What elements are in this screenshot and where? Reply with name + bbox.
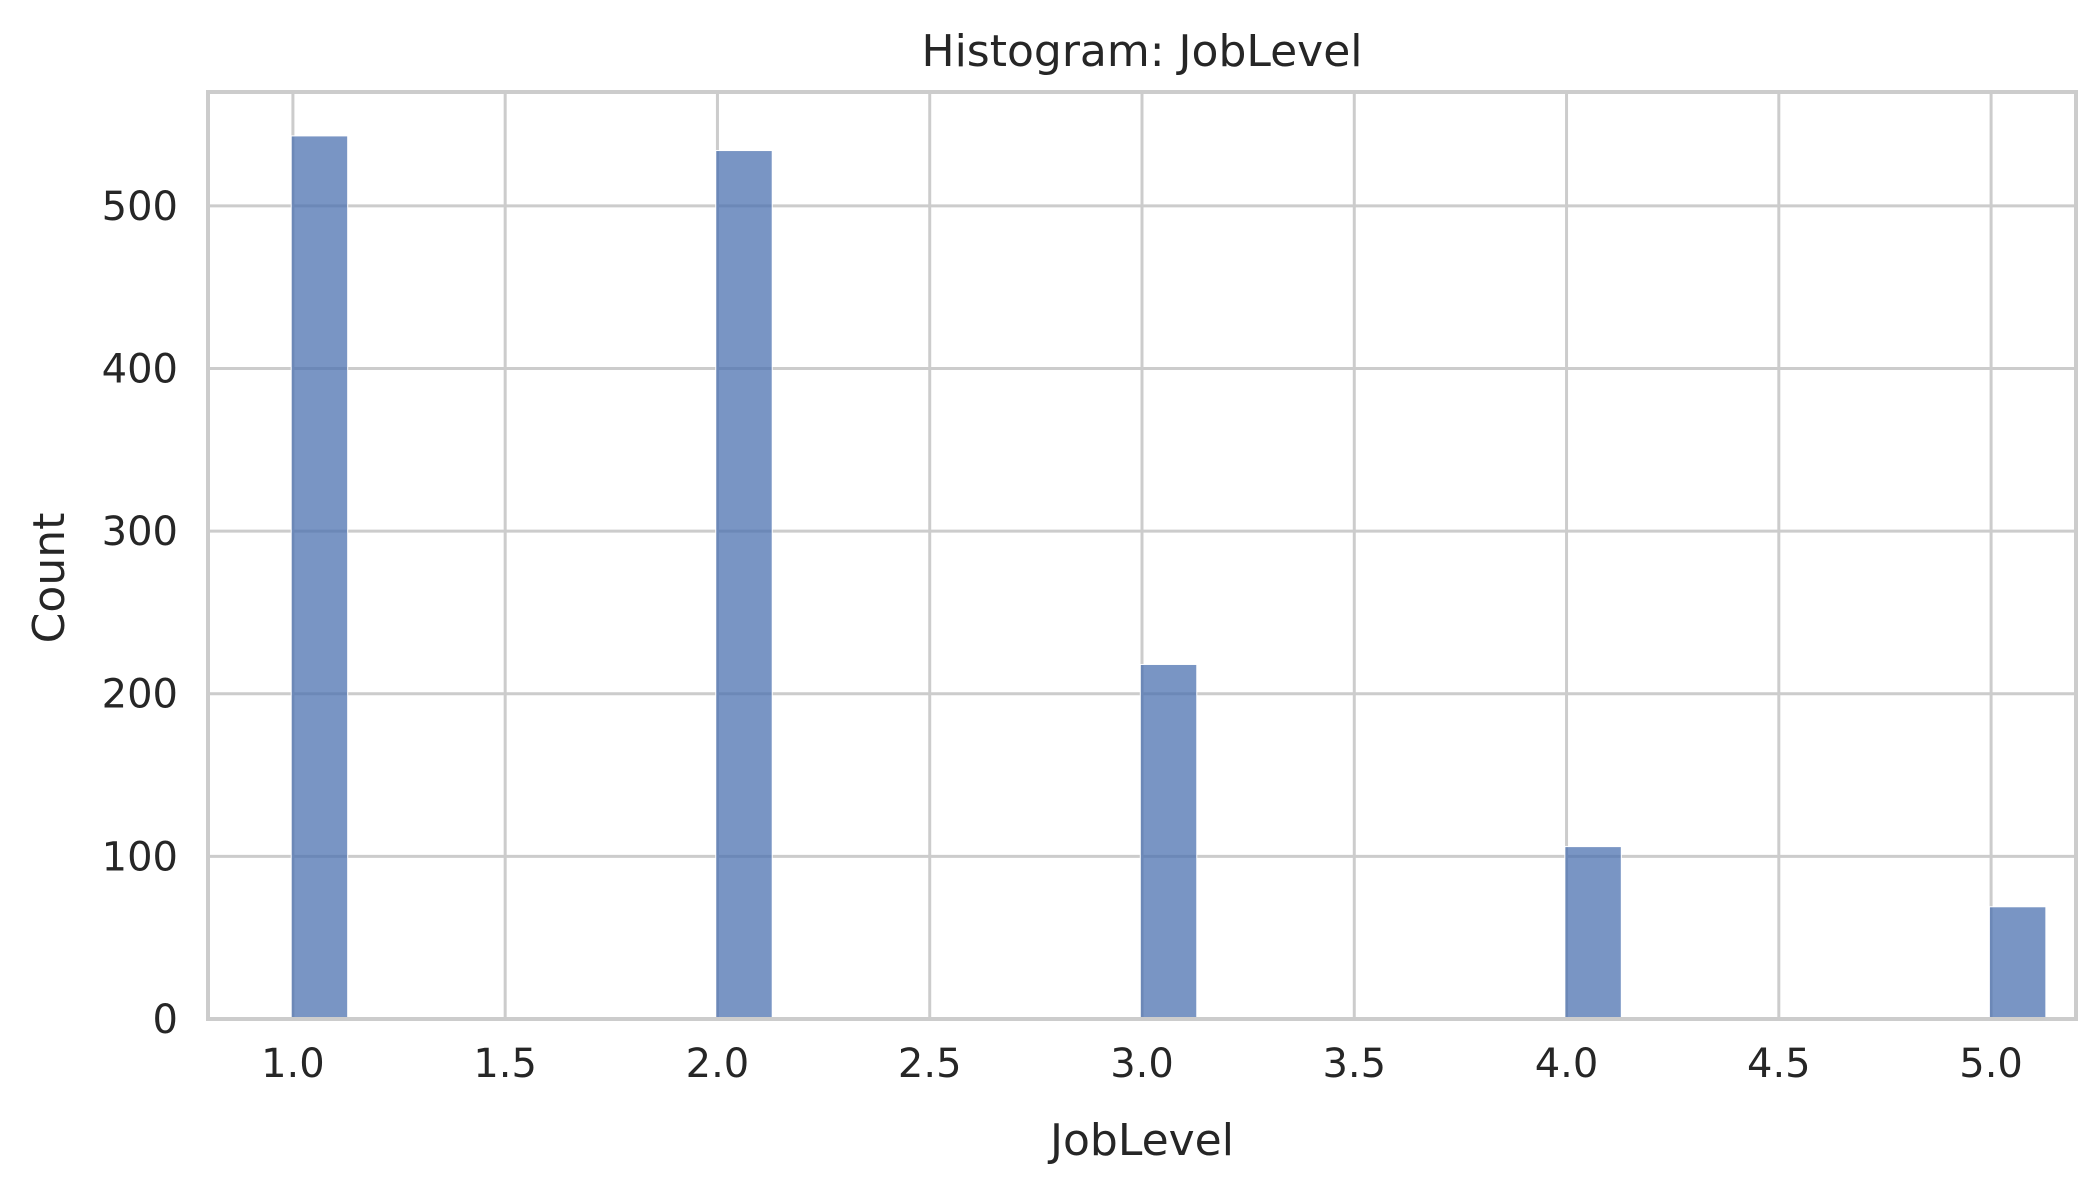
y-tick-label: 200 — [102, 672, 178, 718]
x-tick-label: 4.0 — [1535, 1041, 1599, 1087]
chart-title: Histogram: JobLevel — [921, 26, 1362, 77]
x-tick-label: 3.0 — [1110, 1041, 1174, 1087]
x-tick-label: 5.0 — [1959, 1041, 2023, 1087]
histogram-bar-4 — [1564, 846, 1622, 1020]
plot-frame — [206, 90, 2078, 1021]
x-tick-label: 2.0 — [686, 1041, 750, 1087]
y-tick-label: 500 — [102, 184, 178, 230]
x-tick-label: 1.5 — [473, 1041, 537, 1087]
x-tick-label: 1.0 — [261, 1041, 325, 1087]
y-tick-label: 0 — [153, 997, 178, 1043]
histogram-bar-5 — [1988, 906, 2047, 1020]
y-tick-label: 100 — [102, 834, 178, 880]
y-axis-ticks: 0 100 200 300 400 500 — [102, 184, 178, 1043]
x-tick-label: 2.5 — [898, 1041, 962, 1087]
y-axis-label: Count — [24, 513, 75, 644]
x-tick-label: 4.5 — [1747, 1041, 1811, 1087]
x-axis-ticks: 1.0 1.5 2.0 2.5 3.0 3.5 4.0 4.5 5.0 — [261, 1041, 2023, 1087]
histogram-bars — [290, 135, 2047, 1020]
histogram-bar-2 — [715, 150, 773, 1020]
histogram-bar-1 — [290, 135, 349, 1020]
x-axis-label: JobLevel — [1047, 1115, 1234, 1166]
y-tick-label: 400 — [102, 346, 178, 392]
histogram-bar-3 — [1139, 663, 1198, 1020]
y-tick-label: 300 — [102, 509, 178, 555]
x-tick-label: 3.5 — [1322, 1041, 1386, 1087]
